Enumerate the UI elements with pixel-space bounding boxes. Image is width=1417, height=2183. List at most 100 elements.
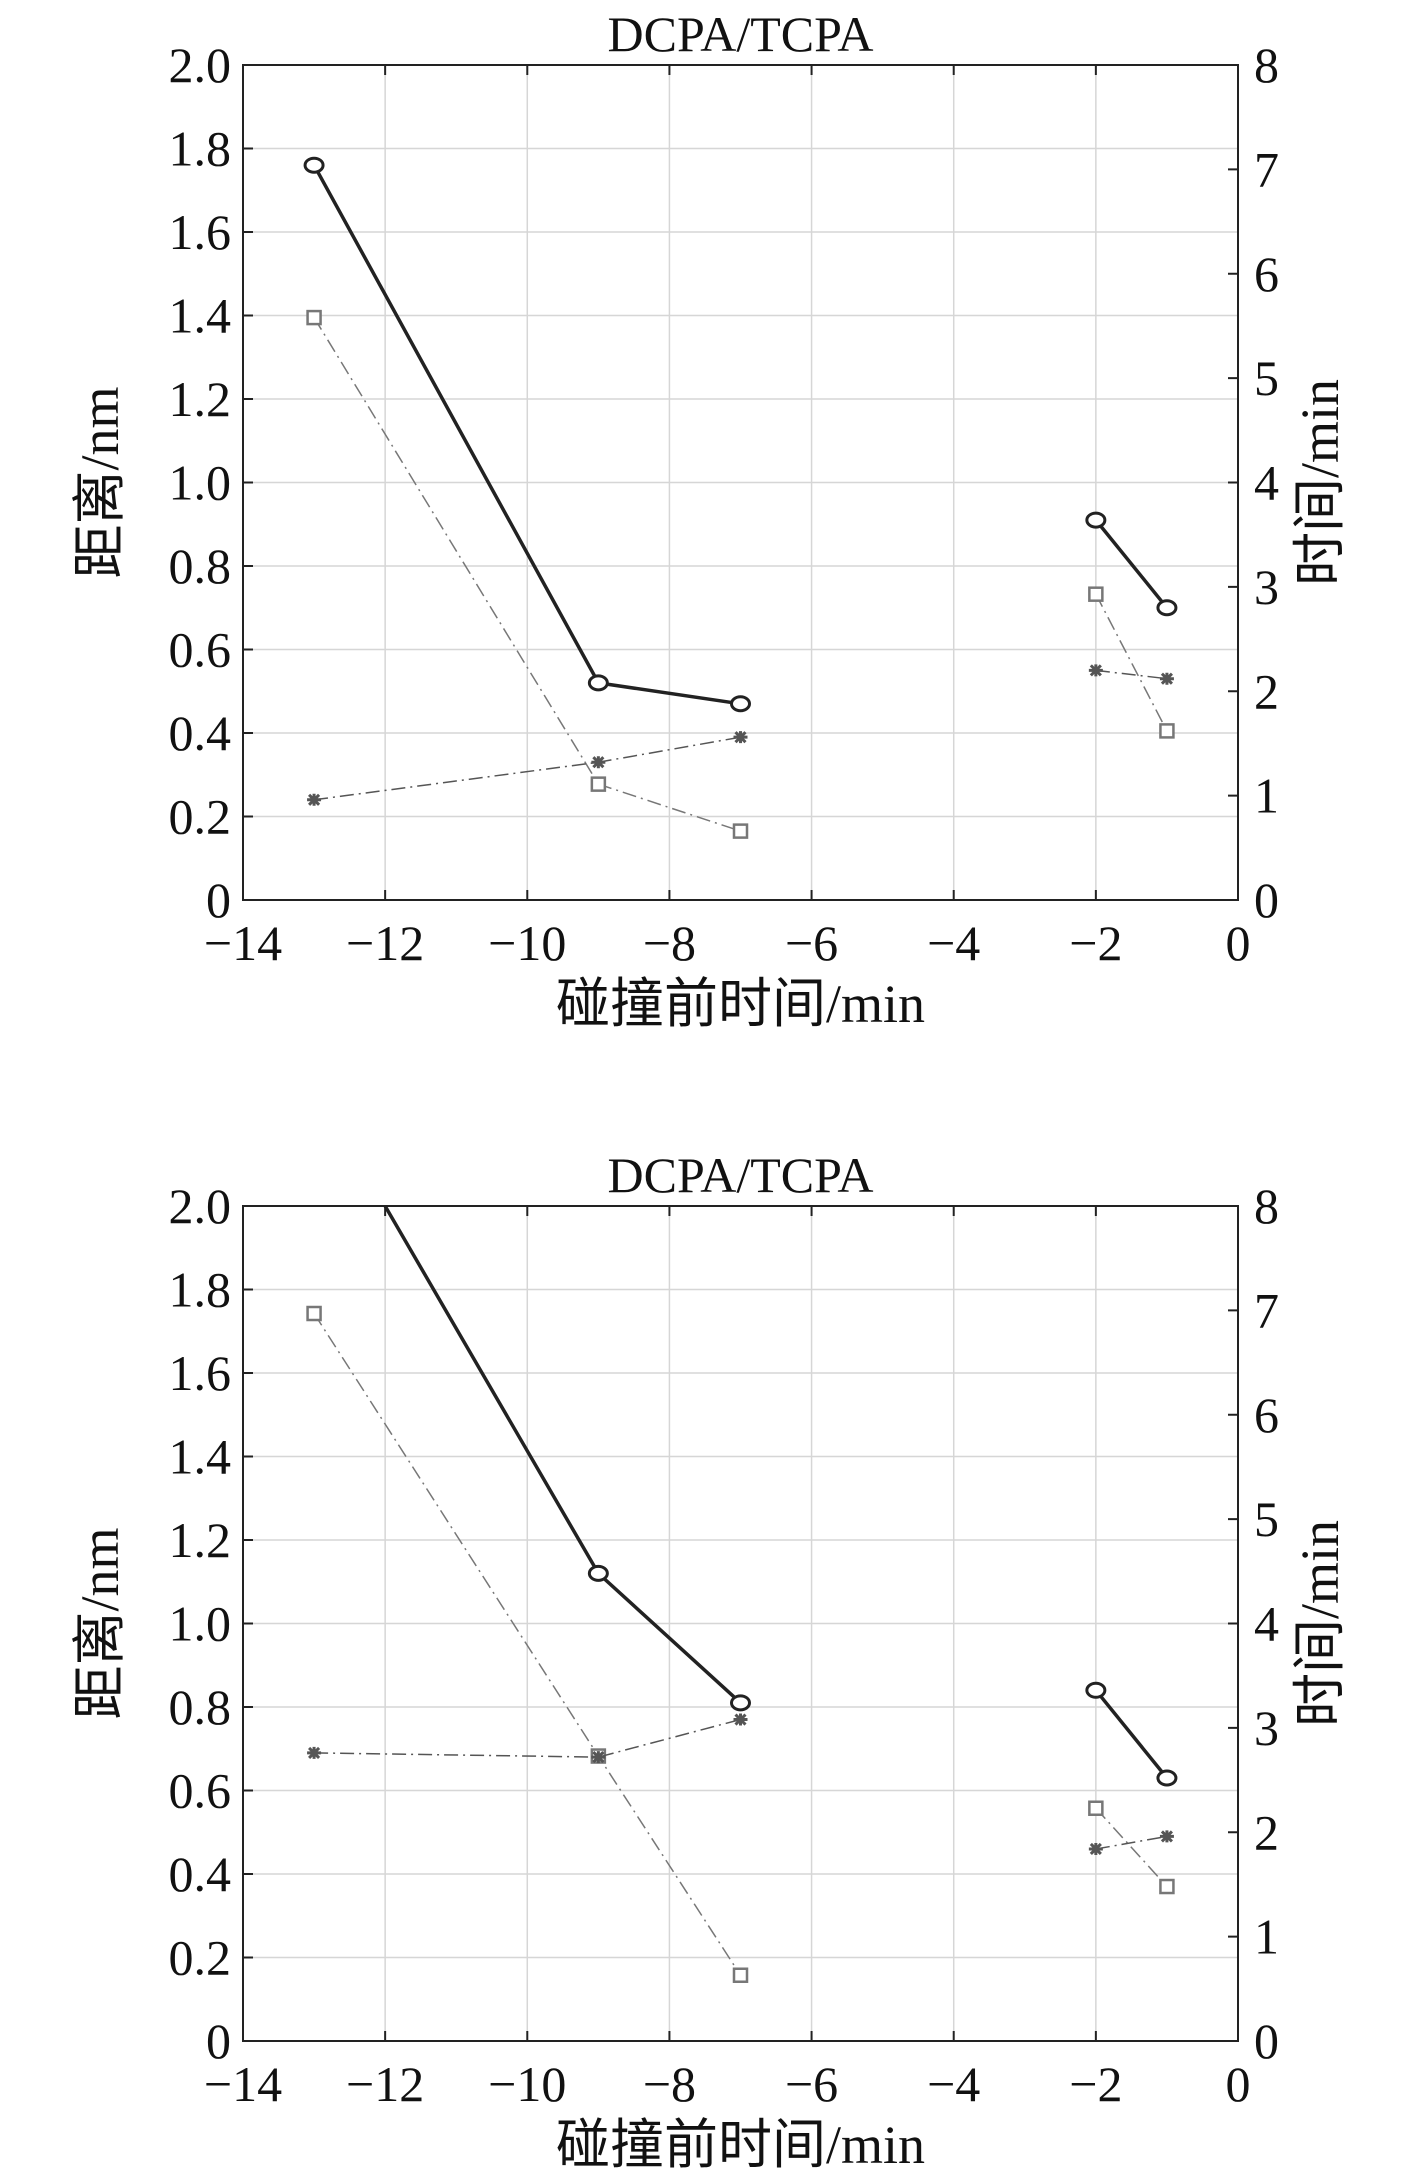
chart-2-series-1-line [383,1205,742,1705]
chart-2-y-right-tick-label: 5 [1254,1491,1279,1547]
chart-2-series-1-line [1094,1689,1169,1780]
chart-2-series-3-line [1095,1835,1168,1850]
chart-2-y-left-tick-label: 1.4 [169,1429,232,1485]
chart-1-series-1-point [587,674,609,692]
chart-1-title: DCPA/TCPA [608,6,874,62]
chart-2-y-right-tick-label: 7 [1254,1282,1279,1338]
chart-2-title: DCPA/TCPA [608,1147,874,1203]
chart-1-series-1-point [1156,599,1178,617]
chart-1-y-right-tick-label: 3 [1254,559,1279,615]
chart-1-series-3-line [1095,669,1167,680]
chart-1-x-tick-label: −6 [785,915,838,971]
chart-1: −14 −12 −10 −8 −6 −4 −2 000.20.40.60.81.01.21.4… [70,6,1350,1034]
chart-2-series-3-point [307,1746,322,1759]
chart-2-y-right-tick-label: 1 [1254,1909,1279,1965]
chart-2-y-left-tick-label: 0.2 [169,1930,232,1986]
chart-1-x-tick-label: −10 [488,915,566,971]
chart-2-series-1-point [1085,1681,1107,1699]
chart-2-y-right-tick-label: 6 [1254,1387,1279,1443]
chart-1-y-left-tick-label: 1.6 [169,204,232,260]
chart-1-y-left-tick-label: 0.8 [169,538,232,594]
chart-1-y-left-tick-label: 0.2 [169,789,232,845]
chart-1-series-2-point [1088,586,1104,602]
chart-2-series-3-point [591,1751,606,1764]
chart-2-series-2-point [1088,1800,1104,1816]
chart-2-series-2-line [1095,1807,1168,1888]
chart-1-x-axis-label: 碰撞前时间/min [556,974,925,1034]
chart-2-x-axis-label: 碰撞前时间/min [556,2115,925,2175]
chart-2-x-tick-label: 0 [1226,2056,1251,2112]
chart-2-series-3-point [733,1713,748,1726]
chart-1-series-3-point [1159,672,1174,685]
chart-1-series-2-point [1159,723,1175,739]
chart-2-x-tick-label: −2 [1069,2056,1122,2112]
chart-2-series-3-point [1088,1842,1103,1856]
chart-2-x-tick-label: −12 [346,2056,424,2112]
chart-2-y-left-tick-label: 0.8 [169,1679,232,1735]
chart-2-y-left-tick-label: 2.0 [169,1178,232,1234]
chart-1-x-tick-label: −12 [346,915,424,971]
chart-1-series-2-line [1095,593,1168,732]
chart-1-y-right-tick-label: 8 [1254,37,1279,93]
chart-1-series-1-line [1094,518,1169,609]
chart-1-y-left-tick-label: 1.0 [169,455,232,511]
chart-1-series-1-point [303,156,325,174]
chart-2-x-tick-label: −6 [785,2056,838,2112]
chart-1-series-2-point [732,823,749,839]
chart-2-series-2-point [732,1967,749,1983]
chart-2-y-left-tick-label: 1.0 [169,1596,232,1652]
chart-1-y-left-axis-label: 距离/nm [70,386,130,578]
chart-1-x-tick-label: −4 [927,915,980,971]
chart-1-y-left-tick-label: 1.4 [169,288,232,344]
chart-2-series-1-point [730,1694,751,1712]
chart-1-x-tick-label: −8 [643,915,696,971]
chart-1-y-right-tick-label: 7 [1254,141,1279,197]
chart-1-series-2-point [590,776,607,792]
chart-1-y-left-tick-label: 1.8 [169,121,232,177]
chart-1-y-right-tick-label: 4 [1254,455,1279,511]
chart-1-y-right-tick-label: 5 [1254,350,1279,406]
chart-1-y-right-tick-label: 0 [1254,872,1279,928]
chart-1-x-tick-label: −2 [1069,915,1122,971]
chart-2-series-2-point [306,1305,322,1322]
chart-2-y-right-axis-label: 时间/min [1290,1520,1350,1727]
chart-1-series-3-point [733,731,748,744]
chart-1-y-right-tick-label: 1 [1254,768,1279,824]
chart-1-series-2-point [306,309,322,326]
chart-2-y-right-tick-label: 4 [1254,1596,1279,1652]
chart-1-series-3-point [307,793,322,806]
chart-1-y-left-tick-label: 0.6 [169,622,232,678]
chart-2-series-1-point [587,1564,609,1582]
chart-2-y-right-tick-label: 0 [1254,2013,1279,2069]
chart-1-y-left-tick-label: 0.4 [169,705,232,761]
chart-2-y-left-tick-label: 1.8 [169,1262,232,1318]
chart-2-y-left-tick-label: 0.4 [169,1846,232,1902]
chart-2-x-tick-label: −14 [204,2056,282,2112]
chart-1-y-left-tick-label: 2.0 [169,37,232,93]
chart-1-series-3-point [591,756,606,769]
chart-2-y-left-tick-label: 0 [206,2013,231,2069]
chart-2-y-left-tick-label: 1.2 [169,1512,232,1568]
chart-1-series-1-point [730,695,751,713]
chart-2-y-right-tick-label: 8 [1254,1178,1279,1234]
chart-1-y-right-axis-label: 时间/min [1290,379,1350,586]
chart-2-x-tick-label: −10 [488,2056,566,2112]
chart-1-y-left-tick-label: 0 [206,872,231,928]
chart-1-y-right-tick-label: 6 [1254,246,1279,302]
chart-1-y-left-tick-label: 1.2 [169,371,232,427]
chart-2-y-left-tick-label: 1.6 [169,1345,232,1401]
chart-2-y-right-tick-label: 3 [1254,1700,1279,1756]
chart-2-x-tick-label: −8 [643,2056,696,2112]
chart-2: −14 −12 −10 −8 −6 −4 −2 000.20.40.60.81.01.21.4… [70,1147,1350,2175]
chart-2-series-1-point [1156,1769,1178,1787]
chart-2-y-left-tick-label: 0.6 [169,1763,232,1819]
chart-2-series-2-point [1159,1878,1175,1895]
chart-1-x-tick-label: 0 [1226,915,1251,971]
chart-1-series-1-point [1085,511,1107,529]
chart-2-x-tick-label: −4 [927,2056,980,2112]
chart-1-series-3-point [1088,664,1103,677]
chart-2-y-left-axis-label: 距离/nm [70,1527,130,1719]
chart-2-y-right-tick-label: 2 [1254,1804,1279,1860]
chart-2-series-3-point [1159,1830,1174,1843]
